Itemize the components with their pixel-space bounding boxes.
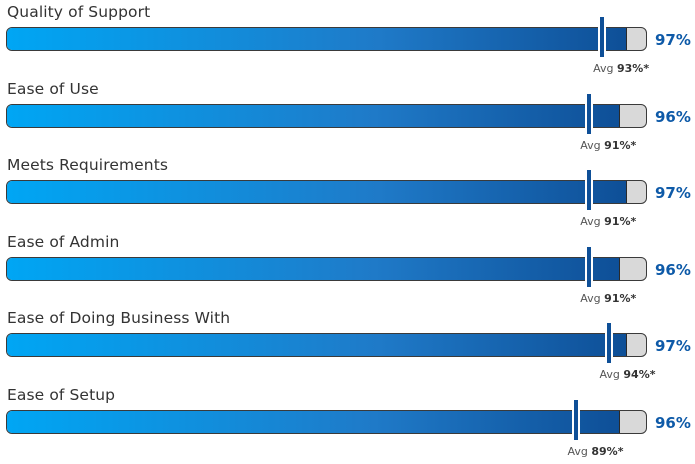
avg-value: 91% xyxy=(604,138,631,152)
bar-track xyxy=(6,256,647,281)
avg-footnote-mark: * xyxy=(630,291,637,305)
row-ease-of-admin: Ease of Admin 96% Avg 91%* xyxy=(0,230,695,306)
value-label: 97% xyxy=(655,31,691,49)
avg-label: Avg 91%* xyxy=(580,139,636,152)
bar-track xyxy=(6,27,647,51)
bar-fill xyxy=(7,104,621,127)
avg-prefix: Avg xyxy=(580,291,601,305)
bar-track xyxy=(6,103,647,128)
row-quality-of-support: Quality of Support 97% Avg 93%* xyxy=(0,0,695,76)
bar-fill xyxy=(7,28,627,50)
avg-prefix: Avg xyxy=(599,368,620,381)
bar-track xyxy=(6,409,647,434)
category-label: Ease of Admin xyxy=(7,232,120,251)
bar-fill xyxy=(7,257,621,280)
value-label: 96% xyxy=(655,107,691,126)
category-label: Ease of Setup xyxy=(7,385,116,404)
avg-footnote-mark: * xyxy=(630,215,637,228)
avg-value: 91% xyxy=(604,215,631,228)
row-ease-of-use: Ease of Use 96% Avg 91%* xyxy=(0,77,695,153)
avg-label: Avg 94%* xyxy=(600,368,656,381)
avg-prefix: Avg xyxy=(567,444,588,458)
avg-marker xyxy=(606,323,611,363)
bar-fill xyxy=(7,334,627,356)
avg-footnote-mark: * xyxy=(643,62,650,75)
avg-footnote-mark: * xyxy=(630,138,637,152)
avg-marker xyxy=(587,246,592,287)
avg-value: 94% xyxy=(623,368,650,381)
avg-prefix: Avg xyxy=(580,215,601,228)
avg-marker xyxy=(587,170,592,210)
value-label: 97% xyxy=(655,184,691,202)
avg-footnote-mark: * xyxy=(649,368,656,381)
avg-marker xyxy=(600,17,605,57)
avg-label: Avg 93%* xyxy=(593,62,649,75)
value-label: 96% xyxy=(655,413,691,432)
avg-label: Avg 91%* xyxy=(580,215,636,228)
bar-fill xyxy=(7,410,621,433)
avg-label: Avg 89%* xyxy=(567,445,623,458)
avg-footnote-mark: * xyxy=(617,444,624,458)
avg-value: 93% xyxy=(617,62,644,75)
avg-prefix: Avg xyxy=(593,62,614,75)
value-label: 96% xyxy=(655,260,691,279)
category-label: Ease of Use xyxy=(7,79,99,98)
row-ease-of-doing-business-with: Ease of Doing Business With 97% Avg 94%* xyxy=(0,306,695,382)
row-ease-of-setup: Ease of Setup 96% Avg 89%* xyxy=(0,383,695,459)
avg-value: 91% xyxy=(604,291,631,305)
avg-prefix: Avg xyxy=(580,138,601,152)
bar-track xyxy=(6,333,647,357)
category-label: Ease of Doing Business With xyxy=(7,309,231,327)
avg-marker xyxy=(574,399,579,440)
avg-value: 89% xyxy=(591,444,618,458)
category-label: Quality of Support xyxy=(7,3,151,21)
bar-track xyxy=(6,180,647,204)
value-label: 97% xyxy=(655,337,691,355)
row-meets-requirements: Meets Requirements 97% Avg 91%* xyxy=(0,153,695,229)
avg-label: Avg 91%* xyxy=(580,292,636,305)
bar-fill xyxy=(7,181,627,203)
avg-marker xyxy=(587,93,592,134)
category-label: Meets Requirements xyxy=(7,156,169,174)
